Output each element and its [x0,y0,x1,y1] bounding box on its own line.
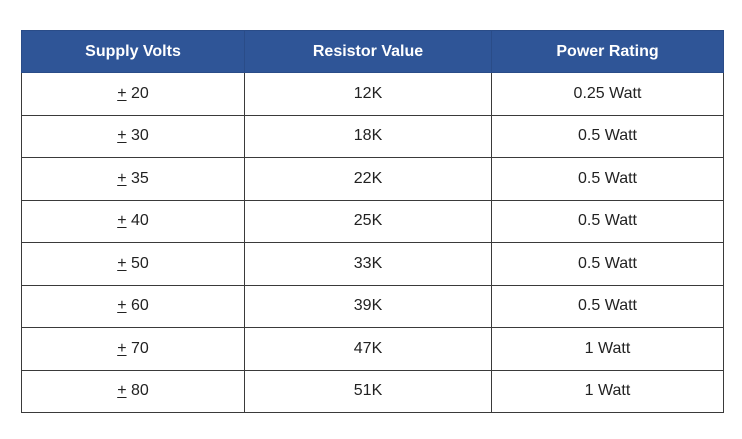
resistor-value-cell: 33K [244,242,492,286]
volts-value: 20 [131,84,149,102]
resistor-value-cell: 18K [244,114,492,158]
resistor-table: Supply Volts Resistor Value Power Rating… [21,30,724,413]
power-rating-cell: 1 Watt [491,369,724,413]
resistor-value-cell: 47K [244,327,492,371]
power-rating-cell: 0.5 Watt [491,157,724,201]
resistor-value-cell: 12K [244,72,492,116]
plus-minus-sign: + [117,127,127,145]
volts-value: 35 [131,169,149,187]
power-rating-cell: 1 Watt [491,327,724,371]
table-row: + 40 25K 0.5 Watt [21,199,724,243]
supply-volts-cell: + 70 [21,327,245,371]
volts-value: 40 [131,212,149,230]
resistor-value-cell: 22K [244,157,492,201]
supply-volts-cell: + 35 [21,157,245,201]
power-rating-cell: 0.5 Watt [491,199,724,243]
table-row: + 80 51K 1 Watt [21,369,724,413]
volts-value: 80 [131,382,149,400]
power-rating-cell: 0.25 Watt [491,72,724,116]
plus-minus-sign: + [117,297,127,315]
supply-volts-cell: + 20 [21,72,245,116]
table-row: + 30 18K 0.5 Watt [21,114,724,158]
header-row: Supply Volts Resistor Value Power Rating [21,30,724,73]
volts-value: 70 [131,339,149,357]
volts-value: 50 [131,254,149,272]
resistor-table-container: Supply Volts Resistor Value Power Rating… [21,30,724,413]
header-resistor-value: Resistor Value [244,30,492,73]
plus-minus-sign: + [117,212,127,230]
supply-volts-cell: + 60 [21,284,245,328]
table-row: + 35 22K 0.5 Watt [21,157,724,201]
resistor-value-cell: 51K [244,369,492,413]
header-power-rating: Power Rating [491,30,724,73]
supply-volts-cell: + 50 [21,242,245,286]
resistor-value-cell: 39K [244,284,492,328]
table-row: + 60 39K 0.5 Watt [21,284,724,328]
plus-minus-sign: + [117,169,127,187]
supply-volts-cell: + 40 [21,199,245,243]
volts-value: 60 [131,297,149,315]
plus-minus-sign: + [117,382,127,400]
table-row: + 20 12K 0.25 Watt [21,72,724,116]
power-rating-cell: 0.5 Watt [491,114,724,158]
resistor-value-cell: 25K [244,199,492,243]
plus-minus-sign: + [117,254,127,272]
supply-volts-cell: + 30 [21,114,245,158]
header-supply-volts: Supply Volts [21,30,245,73]
supply-volts-cell: + 80 [21,369,245,413]
plus-minus-sign: + [117,339,127,357]
table-row: + 50 33K 0.5 Watt [21,242,724,286]
power-rating-cell: 0.5 Watt [491,242,724,286]
table-row: + 70 47K 1 Watt [21,327,724,371]
volts-value: 30 [131,127,149,145]
plus-minus-sign: + [117,84,127,102]
power-rating-cell: 0.5 Watt [491,284,724,328]
